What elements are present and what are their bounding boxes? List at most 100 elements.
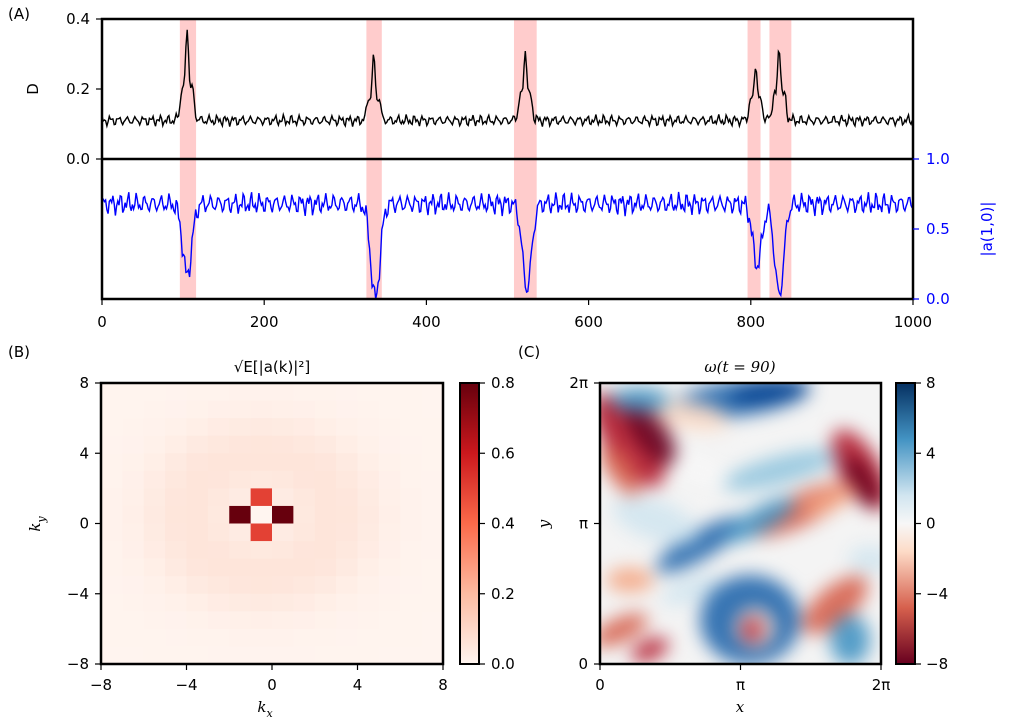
panel-b-colorbar-ticks: 0.0 0.2 0.4 0.6 0.8 [479,374,515,673]
heatmap-cell [314,435,337,454]
heatmap-cell [122,628,145,647]
y-left-tick-label: 0.0 [66,150,90,168]
heatmap-cell [143,400,166,419]
heatmap-cell [336,488,358,507]
heatmap-cell [357,523,380,542]
heatmap-cell [165,470,187,489]
heatmap-cell [250,523,273,542]
heatmap-cell [293,453,316,472]
heatmap-cell [186,400,209,419]
heatmap-cell [250,488,273,507]
heatmap-cell [421,505,444,524]
heatmap-cell [336,593,358,612]
heatmap-cell [336,383,358,402]
heatmap-cell [421,400,444,419]
heatmap-cell [314,523,337,542]
vorticity-blob [742,618,762,642]
heatmap-cell [400,593,423,612]
heatmap-cell [336,435,358,454]
heatmap-cell [272,453,294,472]
panel-b-xlabel: kx [257,698,273,720]
colorbar-tick-label: 0.0 [491,655,515,673]
heatmap-cell [378,453,401,472]
heatmap-cell [186,611,209,630]
heatmap-cell [357,453,380,472]
heatmap-cell [336,541,358,560]
heatmap-cell [400,558,423,577]
heatmap-cell [186,435,209,454]
panel-c-colorbar-ticks: −8 −4 0 4 8 [915,374,948,673]
heatmap-cell [229,453,252,472]
heatmap-cell [229,400,252,419]
heatmap-cell [272,628,294,647]
heatmap-cell [229,435,252,454]
heatmap-cell [143,523,166,542]
vorticity-blob [730,383,810,406]
y-right-tick-label: 1.0 [926,150,950,168]
heatmap-cell [101,470,123,489]
heatmap-cell [314,470,337,489]
heatmap-cell [101,628,123,647]
heatmap-cell [101,488,123,507]
heatmap-cell [250,505,273,524]
heatmap-cell [272,611,294,630]
panel-b-ticks: −8−8 −4 −4 0 0 4 4 8 8 [67,374,448,694]
panel-c-ylabel: y [535,519,553,529]
vorticity-blob [802,484,858,516]
heatmap-cell [314,558,337,577]
heatmap-cell [250,646,273,665]
heatmap-cell [186,418,209,437]
heatmap-cell [421,488,444,507]
heatmap-cell [101,505,123,524]
heatmap-cell [272,593,294,612]
heatmap-cell [400,646,423,665]
heatmap-cell [421,453,444,472]
heatmap-cell [293,523,316,542]
x-tick-label: 0 [595,676,605,694]
x-tick-label: −8 [90,676,112,694]
heatmap-cell [400,523,423,542]
heatmap-cell [207,470,230,489]
heatmap-cell [165,593,187,612]
heatmap-cell [314,418,337,437]
heatmap-cell [165,488,187,507]
heatmap-cell [186,453,209,472]
x-tick-label: 1000 [894,313,932,331]
heatmap-cell [165,576,187,595]
heatmap-cell [272,418,294,437]
vorticity-blob [612,495,698,545]
heatmap-cell [143,593,166,612]
heatmap-cell [378,541,401,560]
heatmap-cell [336,628,358,647]
heatmap-cell [357,488,380,507]
heatmap-cell [400,418,423,437]
heatmap-cell [421,470,444,489]
heatmap-cell [165,418,187,437]
heatmap-cell [293,611,316,630]
heatmap-cell [250,383,273,402]
x-tick-label: 0 [267,676,277,694]
x-tick-label: 4 [353,676,363,694]
series-a10 [101,191,913,300]
heatmap-cell [229,611,252,630]
heatmap-cell [400,470,423,489]
heatmap-cell [122,418,145,437]
panel-a-letter: (A) [8,5,30,23]
heatmap-cell [336,470,358,489]
y-left-tick-label: 0.2 [66,80,90,98]
colorbar-tick-label: 8 [926,374,936,392]
heatmap-cell [229,505,252,524]
heatmap-cell [314,646,337,665]
heatmap-cell [378,558,401,577]
heatmap-cell [122,488,145,507]
heatmap-cell [400,383,423,402]
heatmap-cell [293,470,316,489]
heatmap-cell [336,576,358,595]
heatmap-cell [101,558,123,577]
heatmap-cell [229,418,252,437]
heatmap-cell [122,541,145,560]
heatmap-cell [272,470,294,489]
vorticity-blob [721,449,839,491]
y-tick-label: 0 [79,515,89,533]
